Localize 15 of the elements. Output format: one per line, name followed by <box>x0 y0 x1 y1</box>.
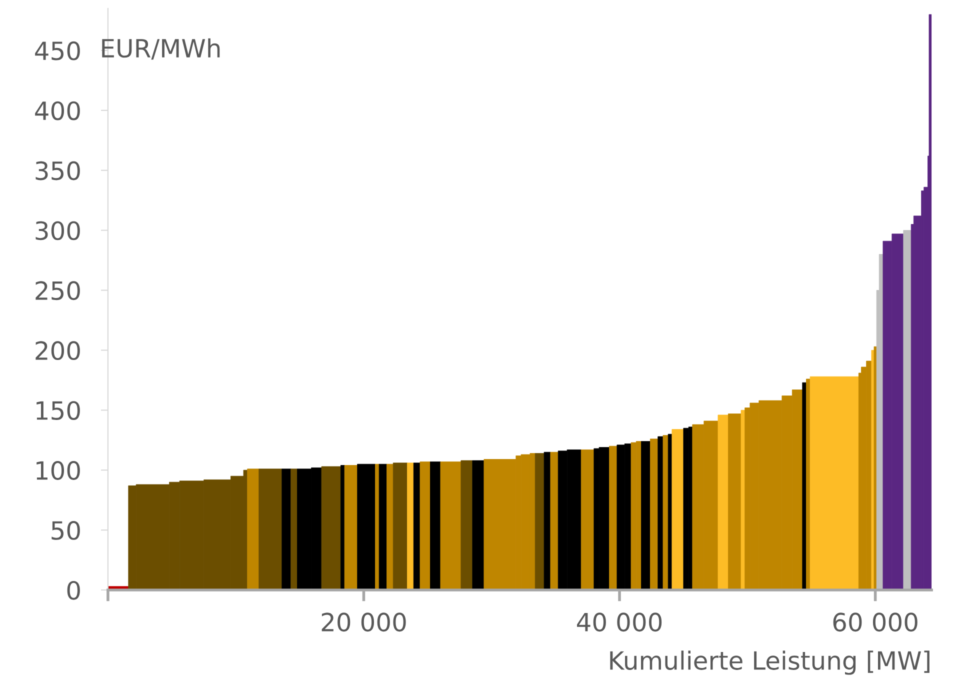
y-tick-label: 450 <box>35 41 80 60</box>
y-tick-label: 150 <box>36 401 80 420</box>
x-tick-label: 40 000 <box>577 612 662 632</box>
y-tick-label: 400 <box>35 101 80 120</box>
y-tick-label: 250 <box>36 281 80 300</box>
y-tick-label: 100 <box>36 461 80 480</box>
y-tick-label: 0 <box>67 580 80 600</box>
y-tick-label: 300 <box>36 221 80 240</box>
y-tick-label: 350 <box>36 161 80 180</box>
y-tick-label: 200 <box>36 341 80 360</box>
x-axis-title: Kumulierte Leistung [MW] <box>610 650 930 675</box>
x-tick-label: 60 000 <box>833 612 918 632</box>
x-tick-label: 20 000 <box>322 612 406 632</box>
y-tick-label: 50 <box>52 520 80 540</box>
y-axis-title: EUR/MWh <box>102 38 220 60</box>
